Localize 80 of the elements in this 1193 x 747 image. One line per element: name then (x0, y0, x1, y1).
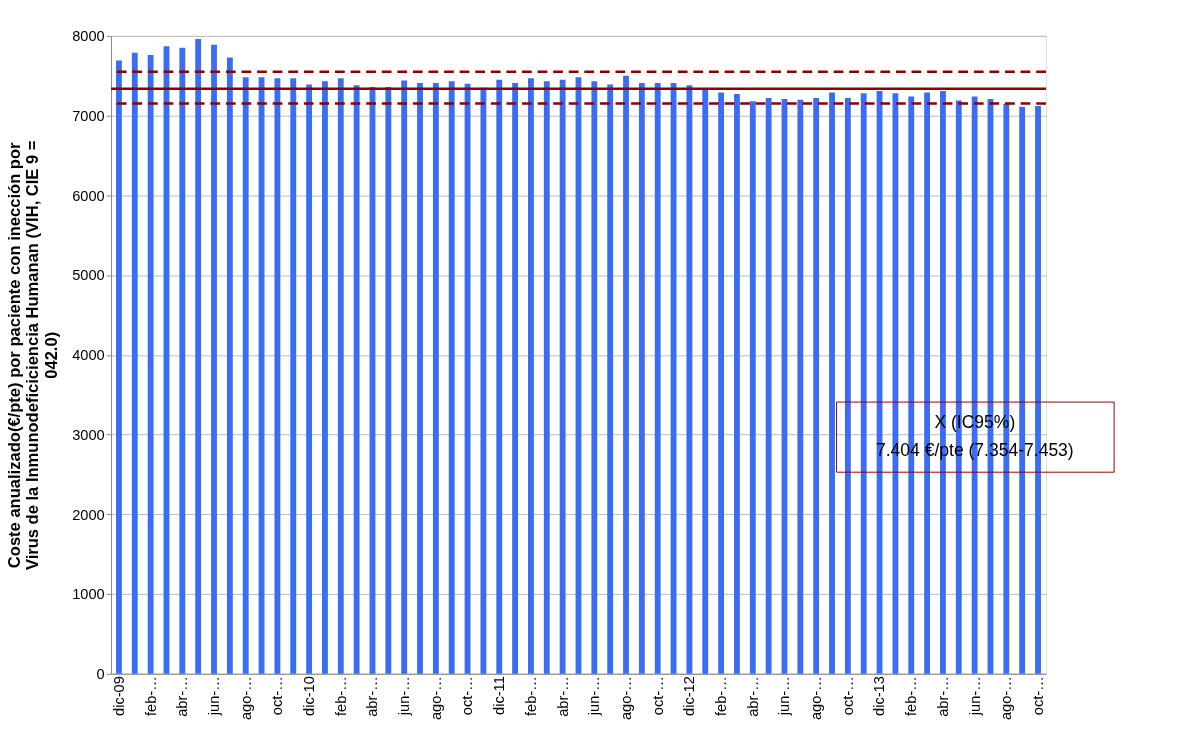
x-tick-label: dic-09 (110, 676, 127, 716)
bar (829, 92, 835, 674)
x-tick-label: jun-… (396, 676, 413, 717)
bar (337, 78, 344, 674)
y-tick-label: 0 (96, 666, 105, 683)
y-axis-title: Coste anualizado(€/pte) por paciente con inección por Virus de la Inmunodeficiciencia Humanan (VIH, CIE 9 = 042.0) (4, 140, 61, 571)
bar (718, 92, 725, 674)
x-tick-label: abr-… (934, 676, 951, 717)
x-tick-label: feb-… (712, 676, 729, 716)
bar (686, 85, 693, 674)
bar (607, 84, 614, 674)
x-tick-label: ago-… (998, 676, 1015, 721)
x-tick-label: feb-… (332, 676, 349, 716)
bar (623, 75, 629, 674)
bar (353, 85, 360, 674)
bar (131, 52, 138, 674)
x-tick-label: feb-… (522, 676, 539, 716)
bar (860, 93, 867, 674)
x-tick-label: oct-… (649, 676, 666, 716)
x-tick-label: dic-11 (491, 676, 508, 715)
bar (448, 81, 455, 674)
bar (749, 101, 756, 674)
x-tick-label: jun-… (205, 676, 222, 717)
x-tick-label: oct-… (269, 676, 286, 716)
bar (242, 77, 249, 674)
y-tick-label: 6000 (72, 187, 105, 204)
bar (638, 82, 645, 674)
bar (116, 60, 122, 674)
bar (496, 79, 503, 674)
x-tick-label: abr-… (174, 676, 191, 717)
bar (543, 81, 550, 674)
bar (195, 39, 202, 674)
bar (322, 81, 328, 674)
bar (512, 82, 519, 674)
x-tick-label: jun-… (966, 676, 983, 717)
y-tick-label: 8000 (72, 28, 105, 45)
y-tick-label: 1000 (72, 586, 105, 603)
x-tick-label: jun-… (776, 676, 793, 717)
bar (797, 99, 804, 674)
x-tick-label: jun-… (586, 676, 603, 717)
bar (480, 87, 487, 674)
x-tick-label: ago-… (617, 676, 634, 721)
bar (290, 78, 297, 674)
x-tick-label: dic-12 (681, 676, 698, 716)
x-tick-label: dic-10 (300, 676, 317, 716)
bar (813, 98, 820, 674)
x-tick-label: abr-… (554, 676, 571, 717)
bar (211, 44, 217, 674)
bar (559, 79, 566, 674)
bar (844, 98, 851, 674)
y-tick-label: 7000 (72, 107, 105, 124)
x-tick-label: abr-… (364, 676, 381, 717)
bar (306, 84, 313, 674)
x-tick-label: oct-… (839, 676, 856, 716)
x-tick-label: ago-… (237, 676, 254, 721)
y-tick-label: 3000 (72, 426, 105, 443)
bar (226, 57, 233, 674)
y-tick-label: 5000 (72, 267, 105, 284)
bar (147, 55, 154, 674)
bar (702, 90, 709, 674)
x-tick-label: feb-… (142, 676, 159, 716)
bar (591, 81, 598, 674)
x-tick-label: feb-… (903, 676, 920, 716)
x-tick-label: abr-… (744, 676, 761, 717)
y-tick-label: 2000 (72, 506, 105, 523)
x-tick-label: oct-… (459, 676, 476, 716)
bar (274, 78, 281, 674)
bar (432, 82, 439, 674)
x-tick-label: ago-… (427, 676, 444, 721)
x-tick-label: ago-… (808, 676, 825, 721)
x-tick-label: oct-… (1029, 676, 1046, 716)
bar (765, 98, 772, 674)
bar (401, 80, 408, 674)
x-tick-label: dic-13 (871, 676, 888, 716)
bar (179, 47, 186, 674)
bar (734, 94, 740, 674)
y-tick-label: 4000 (72, 347, 105, 364)
bar (417, 82, 423, 674)
bar (654, 82, 661, 674)
bar (528, 78, 534, 674)
